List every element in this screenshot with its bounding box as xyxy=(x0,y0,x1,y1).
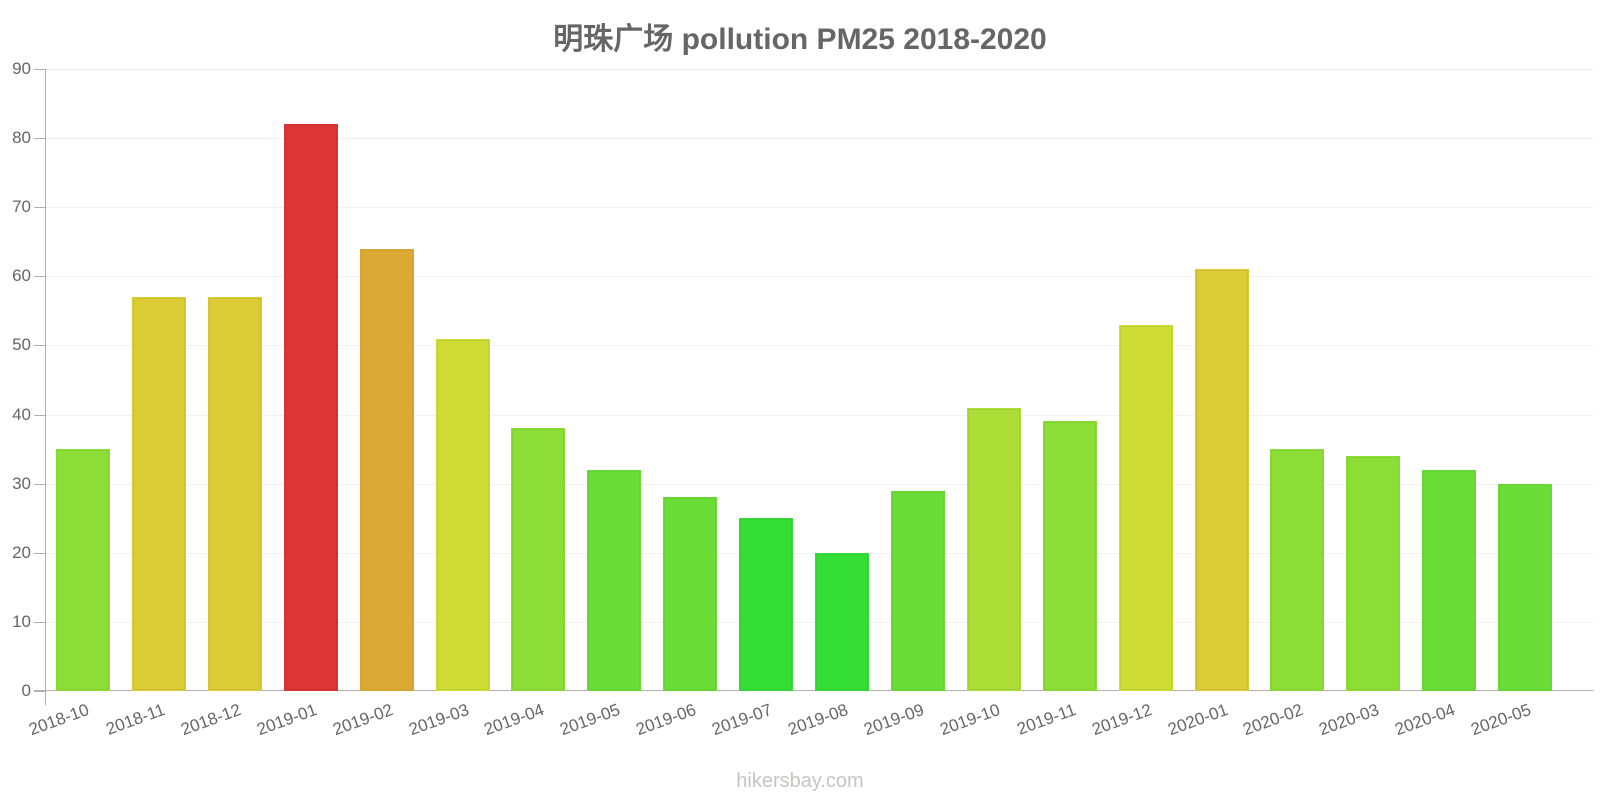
bar-2019-07 xyxy=(739,518,794,691)
x-tick-label: 2019-05 xyxy=(557,700,623,740)
bar-2019-04 xyxy=(511,428,566,691)
y-tick-mark xyxy=(34,553,45,554)
y-tick-label: 60 xyxy=(12,266,31,285)
gridline xyxy=(46,207,1593,208)
y-tick-label: 80 xyxy=(12,128,31,147)
bar-2019-06 xyxy=(663,497,718,691)
y-tick-label: 50 xyxy=(12,335,31,354)
x-tick-label: 2019-06 xyxy=(633,700,699,740)
y-tick-label: 90 xyxy=(12,59,31,78)
bar-2020-02 xyxy=(1270,449,1325,691)
bar-2020-05 xyxy=(1498,483,1553,691)
x-tick-label: 2020-03 xyxy=(1316,700,1382,740)
x-tick-label: 2019-02 xyxy=(329,700,396,740)
bar-2019-02 xyxy=(359,248,414,691)
y-tick-label: 30 xyxy=(12,474,31,493)
x-axis-line xyxy=(34,690,1594,691)
gridline xyxy=(46,69,1593,70)
x-tick-label: 2018-12 xyxy=(178,700,244,740)
x-tick-label: 2019-12 xyxy=(1088,700,1155,740)
y-tick-label: 20 xyxy=(12,543,31,562)
y-tick-label: 70 xyxy=(12,197,31,216)
y-tick-label: 10 xyxy=(12,612,31,631)
x-tick-label: 2019-09 xyxy=(861,700,927,740)
bar-2020-04 xyxy=(1422,469,1477,691)
bar-2019-08 xyxy=(815,552,869,691)
x-tick-label: 2020-04 xyxy=(1392,700,1458,740)
bar-2018-12 xyxy=(207,297,262,691)
bar-2019-09 xyxy=(890,490,945,691)
y-axis-line xyxy=(45,69,46,705)
x-tick-label: 2018-10 xyxy=(26,700,92,740)
gridline xyxy=(46,345,1593,346)
x-tick-label: 2018-11 xyxy=(103,700,168,739)
bar-2020-03 xyxy=(1346,456,1401,691)
gridline xyxy=(46,484,1593,485)
bar-2019-10 xyxy=(966,407,1021,691)
y-tick-mark xyxy=(34,69,45,70)
x-tick-label: 2019-11 xyxy=(1014,700,1079,739)
bar-2018-10 xyxy=(56,449,110,691)
x-tick-label: 2019-08 xyxy=(785,700,851,740)
bar-2019-01 xyxy=(283,124,338,691)
y-tick-mark xyxy=(34,622,45,623)
gridline xyxy=(46,138,1593,139)
y-tick-mark xyxy=(34,691,45,692)
x-tick-label: 2019-04 xyxy=(481,700,547,740)
x-tick-label: 2020-01 xyxy=(1164,700,1230,740)
bar-2018-11 xyxy=(131,297,186,691)
x-tick-label: 2019-03 xyxy=(405,700,471,740)
y-tick-mark xyxy=(34,484,45,485)
bar-2019-03 xyxy=(435,338,490,691)
y-tick-mark xyxy=(34,207,45,208)
x-tick-label: 2020-05 xyxy=(1468,700,1534,740)
y-tick-label: 0 xyxy=(21,681,31,700)
y-tick-label: 40 xyxy=(12,405,31,424)
bar-2019-05 xyxy=(587,469,642,691)
x-tick-label: 2019-07 xyxy=(709,700,775,740)
watermark: hikersbay.com xyxy=(736,770,864,792)
bar-2020-01 xyxy=(1194,269,1249,691)
x-tick-label: 2019-01 xyxy=(254,700,320,740)
x-tick-label: 2019-10 xyxy=(937,700,1003,740)
y-tick-mark xyxy=(34,345,45,346)
bar-2019-11 xyxy=(1042,421,1097,691)
x-tick-label: 2020-02 xyxy=(1240,700,1306,740)
gridline xyxy=(46,415,1593,416)
chart-title: 明珠广场 pollution PM25 2018-2020 xyxy=(553,23,1047,56)
bar-2019-12 xyxy=(1118,324,1173,691)
y-tick-mark xyxy=(34,138,45,139)
gridline xyxy=(46,276,1593,277)
y-tick-mark xyxy=(34,276,45,277)
y-tick-mark xyxy=(34,415,45,416)
